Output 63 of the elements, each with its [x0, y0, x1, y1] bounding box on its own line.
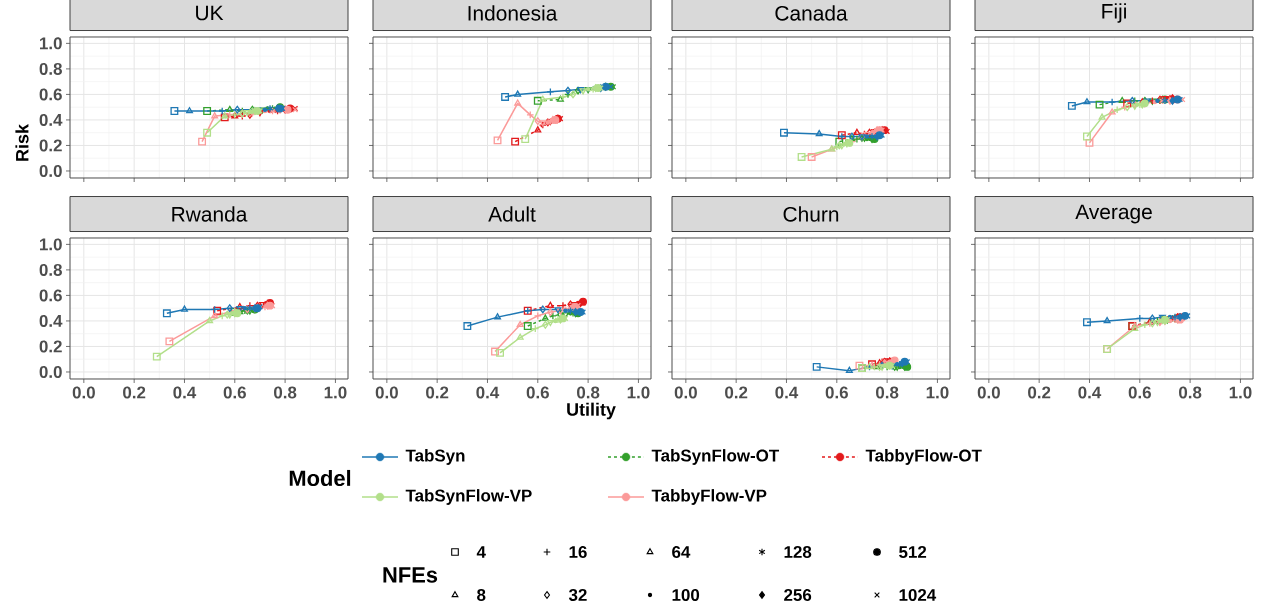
y-axis-title: Risk	[15, 124, 29, 161]
chart-title: Churn	[783, 206, 839, 222]
y-tick-label: 0.6	[39, 88, 62, 101]
x-tick-label: 0.8	[1179, 386, 1202, 399]
text: 8	[477, 589, 486, 601]
y-tick-label: 0.0	[39, 365, 62, 378]
x-tick-label: 0.4	[173, 386, 197, 399]
y-tick-label: 0.0	[39, 164, 62, 177]
text: 1024	[899, 589, 937, 601]
y-tick-label: 0.4	[39, 113, 63, 126]
x-tick-label: 0.6	[1128, 386, 1151, 399]
x-tick-label: 1.0	[926, 386, 949, 399]
x-tick-label: 1.0	[324, 386, 347, 399]
legend-label: TabbyFlow-OT	[865, 449, 982, 465]
text: 128	[784, 546, 812, 558]
chart-title: Fiji	[1102, 3, 1126, 23]
x-axis-title: Utility	[567, 402, 616, 420]
x-tick-label: 1.0	[1229, 386, 1252, 399]
legend-label: TabSynFlow-OT	[651, 449, 780, 465]
legend-label: TabSynFlow-VP	[405, 489, 532, 505]
x-tick-label: 0.2	[426, 386, 449, 399]
x-tick-label: 0.6	[223, 386, 246, 399]
chart-title: Rwanda	[172, 206, 248, 222]
y-tick-label: 1.0	[40, 238, 62, 251]
x-tick-label: 0.2	[123, 386, 146, 399]
y-tick-label: 0.6	[39, 289, 62, 302]
x-tick-label: 0.4	[476, 386, 500, 399]
chart-title: UK	[196, 5, 224, 21]
y-tick-label: 0.4	[39, 314, 63, 327]
x-tick-label: 0.2	[1028, 386, 1051, 399]
text: 16	[569, 546, 587, 558]
y-tick-label: 0.2	[39, 340, 62, 353]
x-tick-label: 0.4	[1078, 386, 1102, 399]
x-tick-label: 0.0	[977, 386, 1000, 399]
text: 100	[672, 589, 700, 601]
chart-title: Average	[1075, 204, 1152, 224]
legend-label: TabSyn	[405, 449, 465, 465]
x-tick-label: 0.8	[577, 386, 600, 399]
x-tick-label: 0.8	[274, 386, 297, 399]
text: 32	[568, 588, 587, 602]
x-tick-label: 0.6	[526, 386, 549, 399]
chart-title: Adult	[488, 206, 536, 222]
x-tick-label: 1.0	[627, 386, 650, 399]
text: NFEs	[383, 567, 438, 583]
text: 4	[476, 546, 486, 558]
text: 512	[899, 546, 927, 558]
x-tick-label: 0.2	[725, 386, 748, 399]
legend-title: Model	[289, 469, 351, 487]
text: 256	[784, 589, 812, 601]
y-tick-label: 1.0	[40, 37, 62, 50]
y-tick-label: 0.8	[39, 263, 62, 276]
legend-label: TabbyFlow-VP	[651, 489, 767, 505]
chart-title: Indonesia	[468, 5, 558, 21]
x-tick-label: 0.0	[674, 386, 697, 399]
x-tick-label: 0.4	[775, 386, 799, 399]
x-tick-label: 0.0	[375, 386, 398, 399]
chart-title: Canada	[775, 5, 848, 21]
x-tick-label: 0.6	[825, 386, 848, 399]
y-tick-label: 0.8	[39, 62, 62, 75]
y-tick-label: 0.2	[39, 139, 62, 152]
text: 64	[672, 546, 691, 558]
x-tick-label: 0.0	[72, 386, 95, 399]
x-tick-label: 0.8	[876, 386, 899, 399]
